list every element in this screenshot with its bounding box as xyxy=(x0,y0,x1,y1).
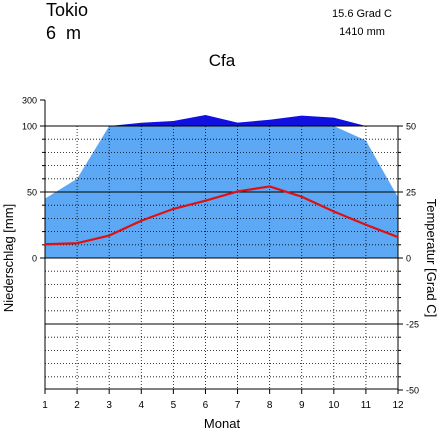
station-name: Tokio xyxy=(46,0,88,20)
x-tick-label: 12 xyxy=(392,400,404,411)
x-tick-label: 9 xyxy=(299,400,305,411)
x-tick-label: 7 xyxy=(235,400,241,411)
temperature-point xyxy=(172,208,175,210)
climate-class: Cfa xyxy=(209,51,236,70)
temperature-point xyxy=(236,190,239,193)
y-axis-label-left: Niederschlag [mm] xyxy=(1,204,16,312)
temperature-point xyxy=(300,195,303,198)
y-right-tick-label: -25 xyxy=(406,320,419,330)
x-tick-label: 4 xyxy=(138,400,144,411)
y-left-tick-label: 100 xyxy=(22,122,37,132)
x-tick-label: 3 xyxy=(106,400,112,411)
temperature-point xyxy=(76,242,78,245)
x-tick-label: 11 xyxy=(361,400,372,411)
y-left-tick-label: 50 xyxy=(27,188,37,198)
y-axis-label-right: Temperatur [Grad C] xyxy=(424,199,439,318)
temperature-point xyxy=(44,243,46,246)
x-tick-label: 2 xyxy=(74,400,80,411)
temperature-point xyxy=(365,223,367,226)
annual-temperature: 15.6 Grad C xyxy=(332,8,392,20)
y-right-tick-label: -50 xyxy=(406,386,419,396)
temperature-point xyxy=(333,210,335,213)
temperature-point xyxy=(397,236,399,238)
x-tick-label: 5 xyxy=(171,400,177,411)
y-right-tick-label: 0 xyxy=(406,254,411,264)
x-tick-label: 1 xyxy=(42,400,48,411)
x-tick-label: 6 xyxy=(203,400,209,411)
station-elevation: 6 m xyxy=(46,23,81,43)
temperature-point xyxy=(140,219,143,222)
temperature-point xyxy=(204,199,207,202)
y-right-tick-label: 50 xyxy=(406,122,416,132)
temperature-point xyxy=(268,185,271,188)
y-right-tick-label: 25 xyxy=(406,188,416,198)
y-left-tick-label: 300 xyxy=(22,96,37,106)
temperature-point xyxy=(108,234,110,237)
x-tick-label: 8 xyxy=(267,400,273,411)
temperature-line xyxy=(44,185,399,246)
y-left-tick-label: 0 xyxy=(32,254,37,264)
x-tick-label: 10 xyxy=(328,400,340,411)
precipitation-excess-area xyxy=(45,114,398,126)
annual-precipitation: 1410 mm xyxy=(339,26,385,38)
x-axis-label: Monat xyxy=(204,416,241,430)
